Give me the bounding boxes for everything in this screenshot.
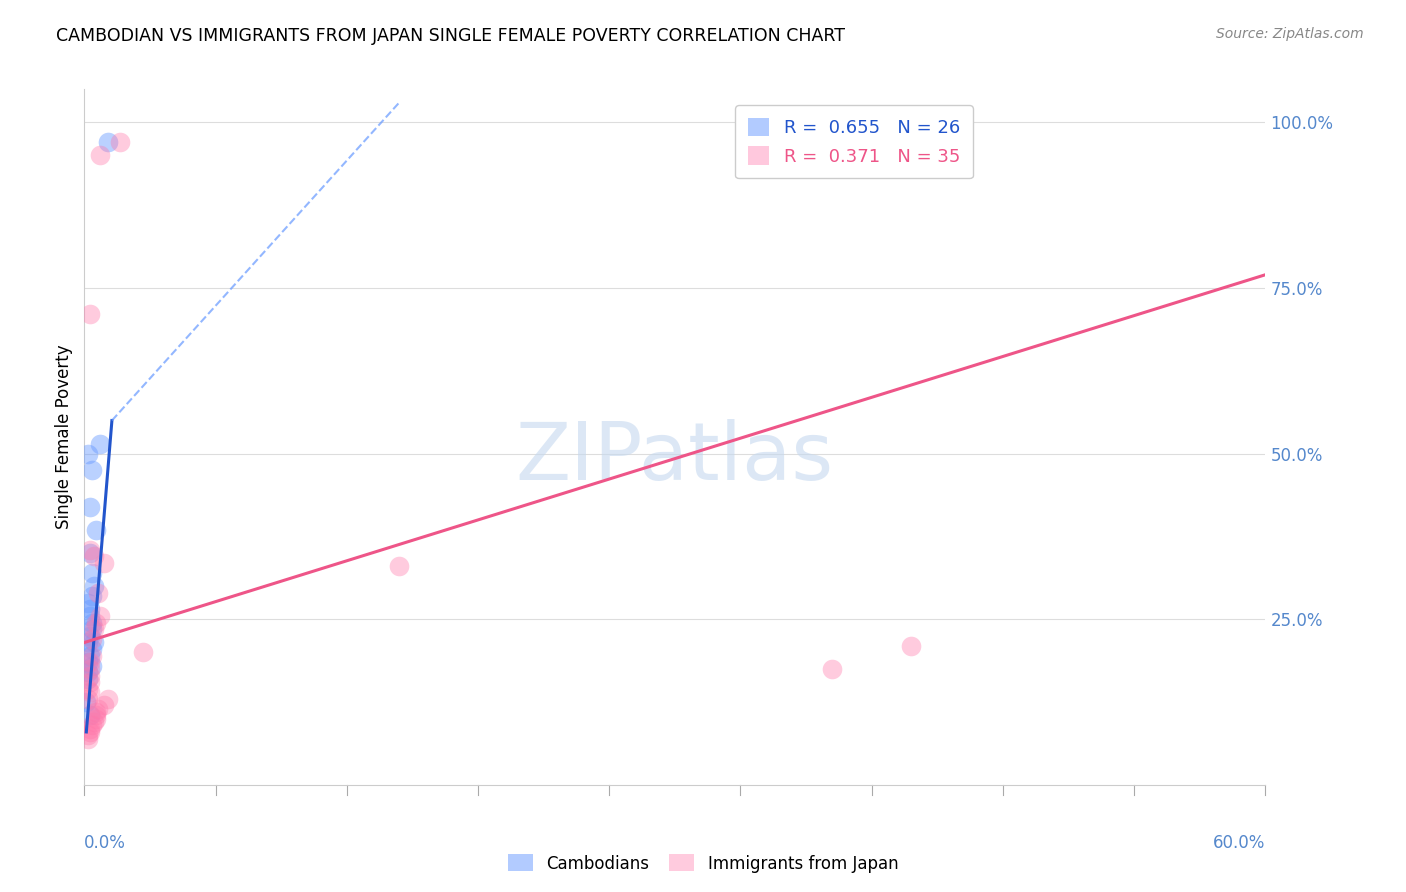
Point: [821, 662, 844, 676]
Point: [132, 645, 155, 659]
Point: [82, 566, 104, 580]
Point: [79, 685, 101, 699]
Point: [79, 722, 101, 736]
Point: [83, 622, 105, 636]
Point: [82, 648, 104, 663]
Point: [89, 609, 111, 624]
Point: [77, 672, 100, 686]
Point: [77, 596, 100, 610]
Point: [82, 463, 104, 477]
Point: [82, 622, 104, 636]
Point: [388, 559, 411, 574]
Point: [79, 500, 101, 514]
Point: [77, 665, 100, 680]
Point: [89, 148, 111, 162]
Point: [77, 691, 100, 706]
Point: [77, 728, 100, 742]
Point: [79, 542, 101, 557]
Point: [97, 135, 120, 149]
Point: [82, 632, 104, 647]
Text: ZIPatlas: ZIPatlas: [516, 419, 834, 497]
Point: [83, 714, 105, 729]
Y-axis label: Single Female Poverty: Single Female Poverty: [55, 345, 73, 529]
Point: [84, 615, 107, 630]
Point: [79, 668, 101, 682]
Point: [84, 708, 107, 723]
Point: [97, 691, 120, 706]
Text: 0.0%: 0.0%: [84, 834, 127, 852]
Point: [82, 615, 104, 630]
Point: [87, 586, 110, 600]
Point: [82, 589, 104, 603]
Point: [79, 602, 101, 616]
Point: [79, 725, 101, 739]
Point: [83, 549, 105, 564]
Point: [77, 681, 100, 696]
Point: [82, 718, 104, 732]
Point: [82, 642, 104, 657]
Legend: Cambodians, Immigrants from Japan: Cambodians, Immigrants from Japan: [501, 847, 905, 880]
Point: [84, 523, 107, 537]
Point: [83, 579, 105, 593]
Point: [77, 656, 100, 670]
Point: [82, 658, 104, 673]
Point: [83, 635, 105, 649]
Point: [77, 731, 100, 746]
Legend: R =  0.655   N = 26, R =  0.371   N = 35: R = 0.655 N = 26, R = 0.371 N = 35: [735, 105, 973, 178]
Point: [84, 712, 107, 726]
Point: [87, 702, 110, 716]
Point: [89, 436, 111, 450]
Text: CAMBODIAN VS IMMIGRANTS FROM JAPAN SINGLE FEMALE POVERTY CORRELATION CHART: CAMBODIAN VS IMMIGRANTS FROM JAPAN SINGL…: [56, 27, 845, 45]
Point: [79, 546, 101, 560]
Point: [77, 447, 100, 461]
Point: [79, 675, 101, 690]
Point: [79, 648, 101, 663]
Point: [79, 609, 101, 624]
Point: [84, 705, 107, 719]
Point: [93, 698, 115, 713]
Point: [79, 662, 101, 676]
Point: [77, 635, 100, 649]
Point: [900, 639, 922, 653]
Point: [79, 629, 101, 643]
Text: 60.0%: 60.0%: [1213, 834, 1265, 852]
Point: [79, 308, 101, 322]
Point: [75, 695, 97, 709]
Point: [108, 135, 131, 149]
Text: Source: ZipAtlas.com: Source: ZipAtlas.com: [1216, 27, 1364, 41]
Point: [79, 656, 101, 670]
Point: [93, 556, 115, 570]
Point: [79, 708, 101, 723]
